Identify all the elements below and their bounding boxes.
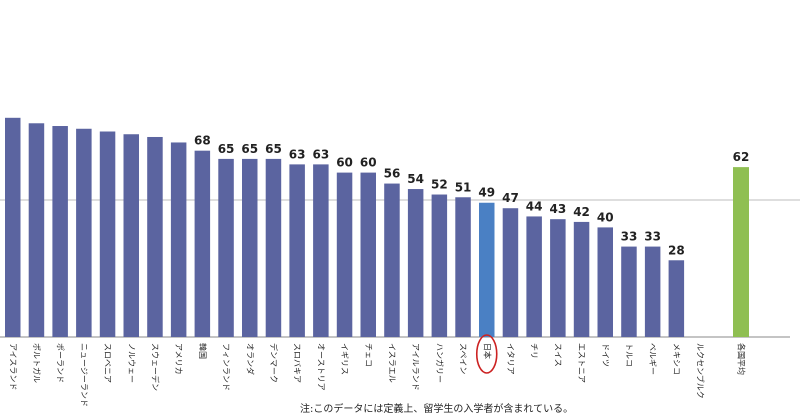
value-label-9: 65 [218,142,235,156]
category-label-0: アイスランド [8,343,17,390]
category-label-28: メキシコ [672,343,681,375]
bar-15 [360,172,376,337]
value-label-28: 28 [668,243,685,257]
value-label-15: 60 [360,156,377,170]
category-label-9: フィンランド [222,343,231,391]
bar-18 [431,194,448,337]
bar-9 [218,158,234,337]
bar-13 [313,164,329,337]
bar-5 [123,134,139,337]
highlight-circle [475,334,498,374]
category-label-21: イタリア [506,343,515,375]
category-label-3: ニュージーランド [79,343,88,407]
bar-8 [194,150,211,337]
category-label-27: ベルギー [648,343,657,375]
value-label-8: 68 [194,134,211,148]
bar-19 [455,197,471,337]
value-label-23: 43 [549,202,566,216]
value-label-22: 44 [526,199,543,213]
bar-7 [170,142,187,337]
bar-11 [265,158,282,337]
bar-6 [147,136,163,337]
value-label-26: 33 [621,230,638,244]
bar-17 [407,189,424,337]
bar-12 [289,164,305,337]
bar-14 [336,172,353,337]
bar-24 [573,221,590,337]
bar-21 [502,208,519,337]
value-label-24: 42 [573,205,590,219]
bar-25 [597,227,613,337]
category-label-14: イギリス [340,343,349,375]
category-label-8: 韓国 [198,343,208,359]
value-label-14: 60 [336,156,353,170]
category-label-15: チェコ [364,343,373,367]
value-label-13: 63 [312,147,329,161]
bar-20 [479,202,495,337]
bar-26 [621,246,637,337]
category-label-1: ポルトガル [32,343,42,383]
category-label-22: チリ [530,343,539,359]
category-label-11: デンマーク [269,343,279,383]
value-label-20: 49 [478,186,495,200]
bar-3 [76,128,92,337]
category-label-17: アイルランド [411,343,420,391]
value-label-10: 65 [241,142,258,156]
category-label-16: イスラエル [387,343,396,383]
category-label-30: 各国平均 [737,343,747,375]
category-label-10: オランダ [245,343,255,375]
bar-2 [52,126,68,338]
category-label-23: スイス [553,343,562,367]
bar-23 [550,219,566,337]
bar-4 [99,131,116,337]
value-label-18: 52 [431,178,448,192]
value-label-11: 65 [265,142,282,156]
category-label-18: ハンガリー [435,343,445,383]
category-label-4: スロベニア [103,343,112,383]
chart-note: 注:このデータには定義上、留学生の入学者が含まれている。 [300,404,574,415]
value-label-27: 33 [644,230,661,244]
bar-1 [28,123,45,337]
value-label-19: 51 [455,180,472,194]
category-label-26: トルコ [624,343,633,367]
value-label-25: 40 [597,210,614,224]
category-label-29: ルクセンブルク [696,343,706,399]
bar-28 [668,260,685,337]
value-label-12: 63 [289,147,306,161]
category-label-5: ノルウェー [127,343,136,383]
category-label-25: ドイツ [601,343,610,367]
bar-16 [384,183,400,337]
category-label-12: スロバキア [293,343,302,383]
category-label-20: 日本 [482,343,492,359]
value-label-17: 54 [407,172,424,186]
bar-10 [242,158,258,337]
bar-30 [733,167,749,337]
value-label-30: 62 [733,150,750,164]
category-label-13: オーストリア [316,343,325,391]
value-label-21: 47 [502,191,519,205]
category-label-24: エストニア [577,343,586,383]
category-label-6: スウェーデン [150,343,160,391]
category-label-7: アメリカ [174,343,183,375]
bar-22 [526,216,542,337]
category-label-19: スペイン [459,343,468,374]
bar-0 [5,117,21,337]
bar-27 [644,246,661,337]
category-label-2: ポーランド [56,343,65,383]
value-label-16: 56 [384,167,401,181]
